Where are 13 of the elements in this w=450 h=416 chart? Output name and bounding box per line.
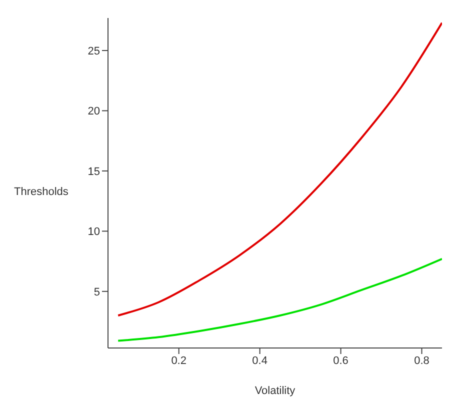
x-tick-label: 0.2 [171,354,186,367]
y-tick-label: 15 [88,166,100,178]
y-axis-title: Thresholds [14,186,68,198]
y-tick-label: 20 [88,106,100,118]
line-series [117,258,442,342]
x-tick-label: 0.6 [333,354,348,367]
y-tick-label: 5 [94,286,100,298]
x-tick-label: 0.8 [414,354,430,367]
y-tick-label: 25 [88,45,100,58]
y-tick-label: 10 [88,226,100,238]
x-tick-label: 0.4 [252,354,268,367]
x-axis-title: Volatility [254,385,296,397]
line-series [117,22,442,316]
